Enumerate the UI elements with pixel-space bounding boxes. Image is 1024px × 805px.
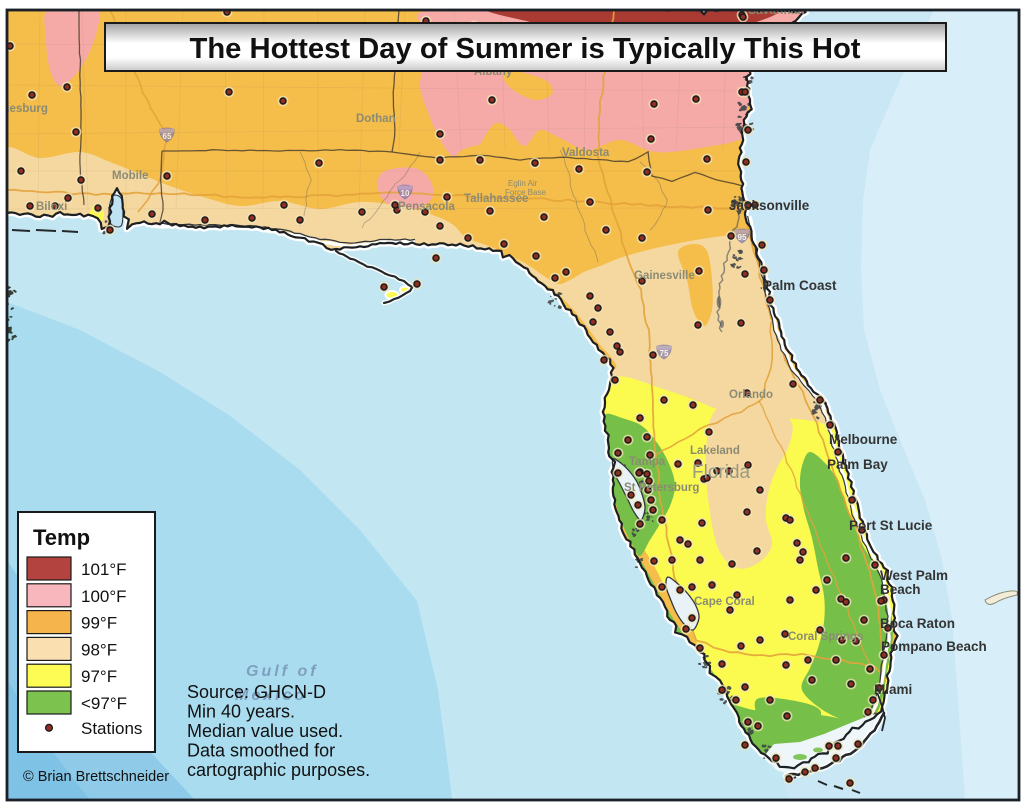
svg-text:Palm Coast: Palm Coast <box>763 278 837 293</box>
svg-text:101°F: 101°F <box>81 560 127 579</box>
svg-text:99°F: 99°F <box>81 614 117 633</box>
svg-text:Savannah: Savannah <box>748 3 805 17</box>
svg-text:Lakeland: Lakeland <box>690 445 740 457</box>
svg-text:Miami: Miami <box>874 682 912 697</box>
svg-text:95: 95 <box>738 233 747 242</box>
svg-text:97°F: 97°F <box>81 667 117 686</box>
svg-text:Cape Coral: Cape Coral <box>694 596 755 608</box>
svg-text:West Palm: West Palm <box>880 568 948 583</box>
svg-text:Force Base: Force Base <box>505 188 546 197</box>
svg-text:Orlando: Orlando <box>729 389 773 401</box>
svg-text:Gainesville: Gainesville <box>634 270 695 282</box>
svg-text:St Petersburg: St Petersburg <box>624 482 699 494</box>
svg-text:Florida: Florida <box>692 462 751 483</box>
svg-text:Data smoothed for: Data smoothed for <box>187 741 335 761</box>
svg-text:Tallahassee: Tallahassee <box>464 193 528 205</box>
svg-text:Pensacola: Pensacola <box>398 201 455 213</box>
svg-text:Coral Springs: Coral Springs <box>788 631 863 643</box>
svg-text:The Hottest Day of Summer is T: The Hottest Day of Summer is Typically T… <box>190 33 861 65</box>
svg-text:Dothan: Dothan <box>356 113 396 125</box>
svg-text:Valdosta: Valdosta <box>562 147 610 159</box>
svg-text:10: 10 <box>401 189 410 198</box>
svg-text:Biloxi: Biloxi <box>36 201 67 213</box>
svg-text:<97°F: <97°F <box>81 694 127 713</box>
svg-text:Jacksonville: Jacksonville <box>729 198 810 213</box>
svg-text:Hattiesburg: Hattiesburg <box>0 103 48 115</box>
svg-text:65: 65 <box>163 132 172 141</box>
svg-text:Stations: Stations <box>81 719 142 738</box>
svg-text:Mobile: Mobile <box>112 170 148 182</box>
svg-text:Beach: Beach <box>880 582 921 597</box>
svg-text:cartographic purposes.: cartographic purposes. <box>187 760 370 780</box>
svg-text:Eglin Air: Eglin Air <box>508 179 538 188</box>
svg-text:Port St Lucie: Port St Lucie <box>849 518 933 533</box>
svg-text:Gulf of: Gulf of <box>246 663 319 680</box>
svg-text:© Brian Brettschneider: © Brian Brettschneider <box>23 769 169 785</box>
svg-text:Tampa: Tampa <box>629 456 666 468</box>
svg-text:Palm Bay: Palm Bay <box>827 457 888 472</box>
svg-text:Min 40 years.: Min 40 years. <box>187 702 295 722</box>
svg-text:Mexico: Mexico <box>235 687 307 704</box>
svg-text:Temp: Temp <box>33 525 90 550</box>
svg-text:75: 75 <box>660 349 669 358</box>
svg-text:Median value used.: Median value used. <box>187 721 343 741</box>
svg-text:98°F: 98°F <box>81 640 117 659</box>
svg-text:Source: GHCN-D: Source: GHCN-D <box>187 682 326 702</box>
svg-text:Boca Raton: Boca Raton <box>880 616 955 631</box>
svg-text:Pompano Beach: Pompano Beach <box>881 639 987 654</box>
svg-text:Melbourne: Melbourne <box>829 432 898 447</box>
svg-text:100°F: 100°F <box>81 587 127 606</box>
